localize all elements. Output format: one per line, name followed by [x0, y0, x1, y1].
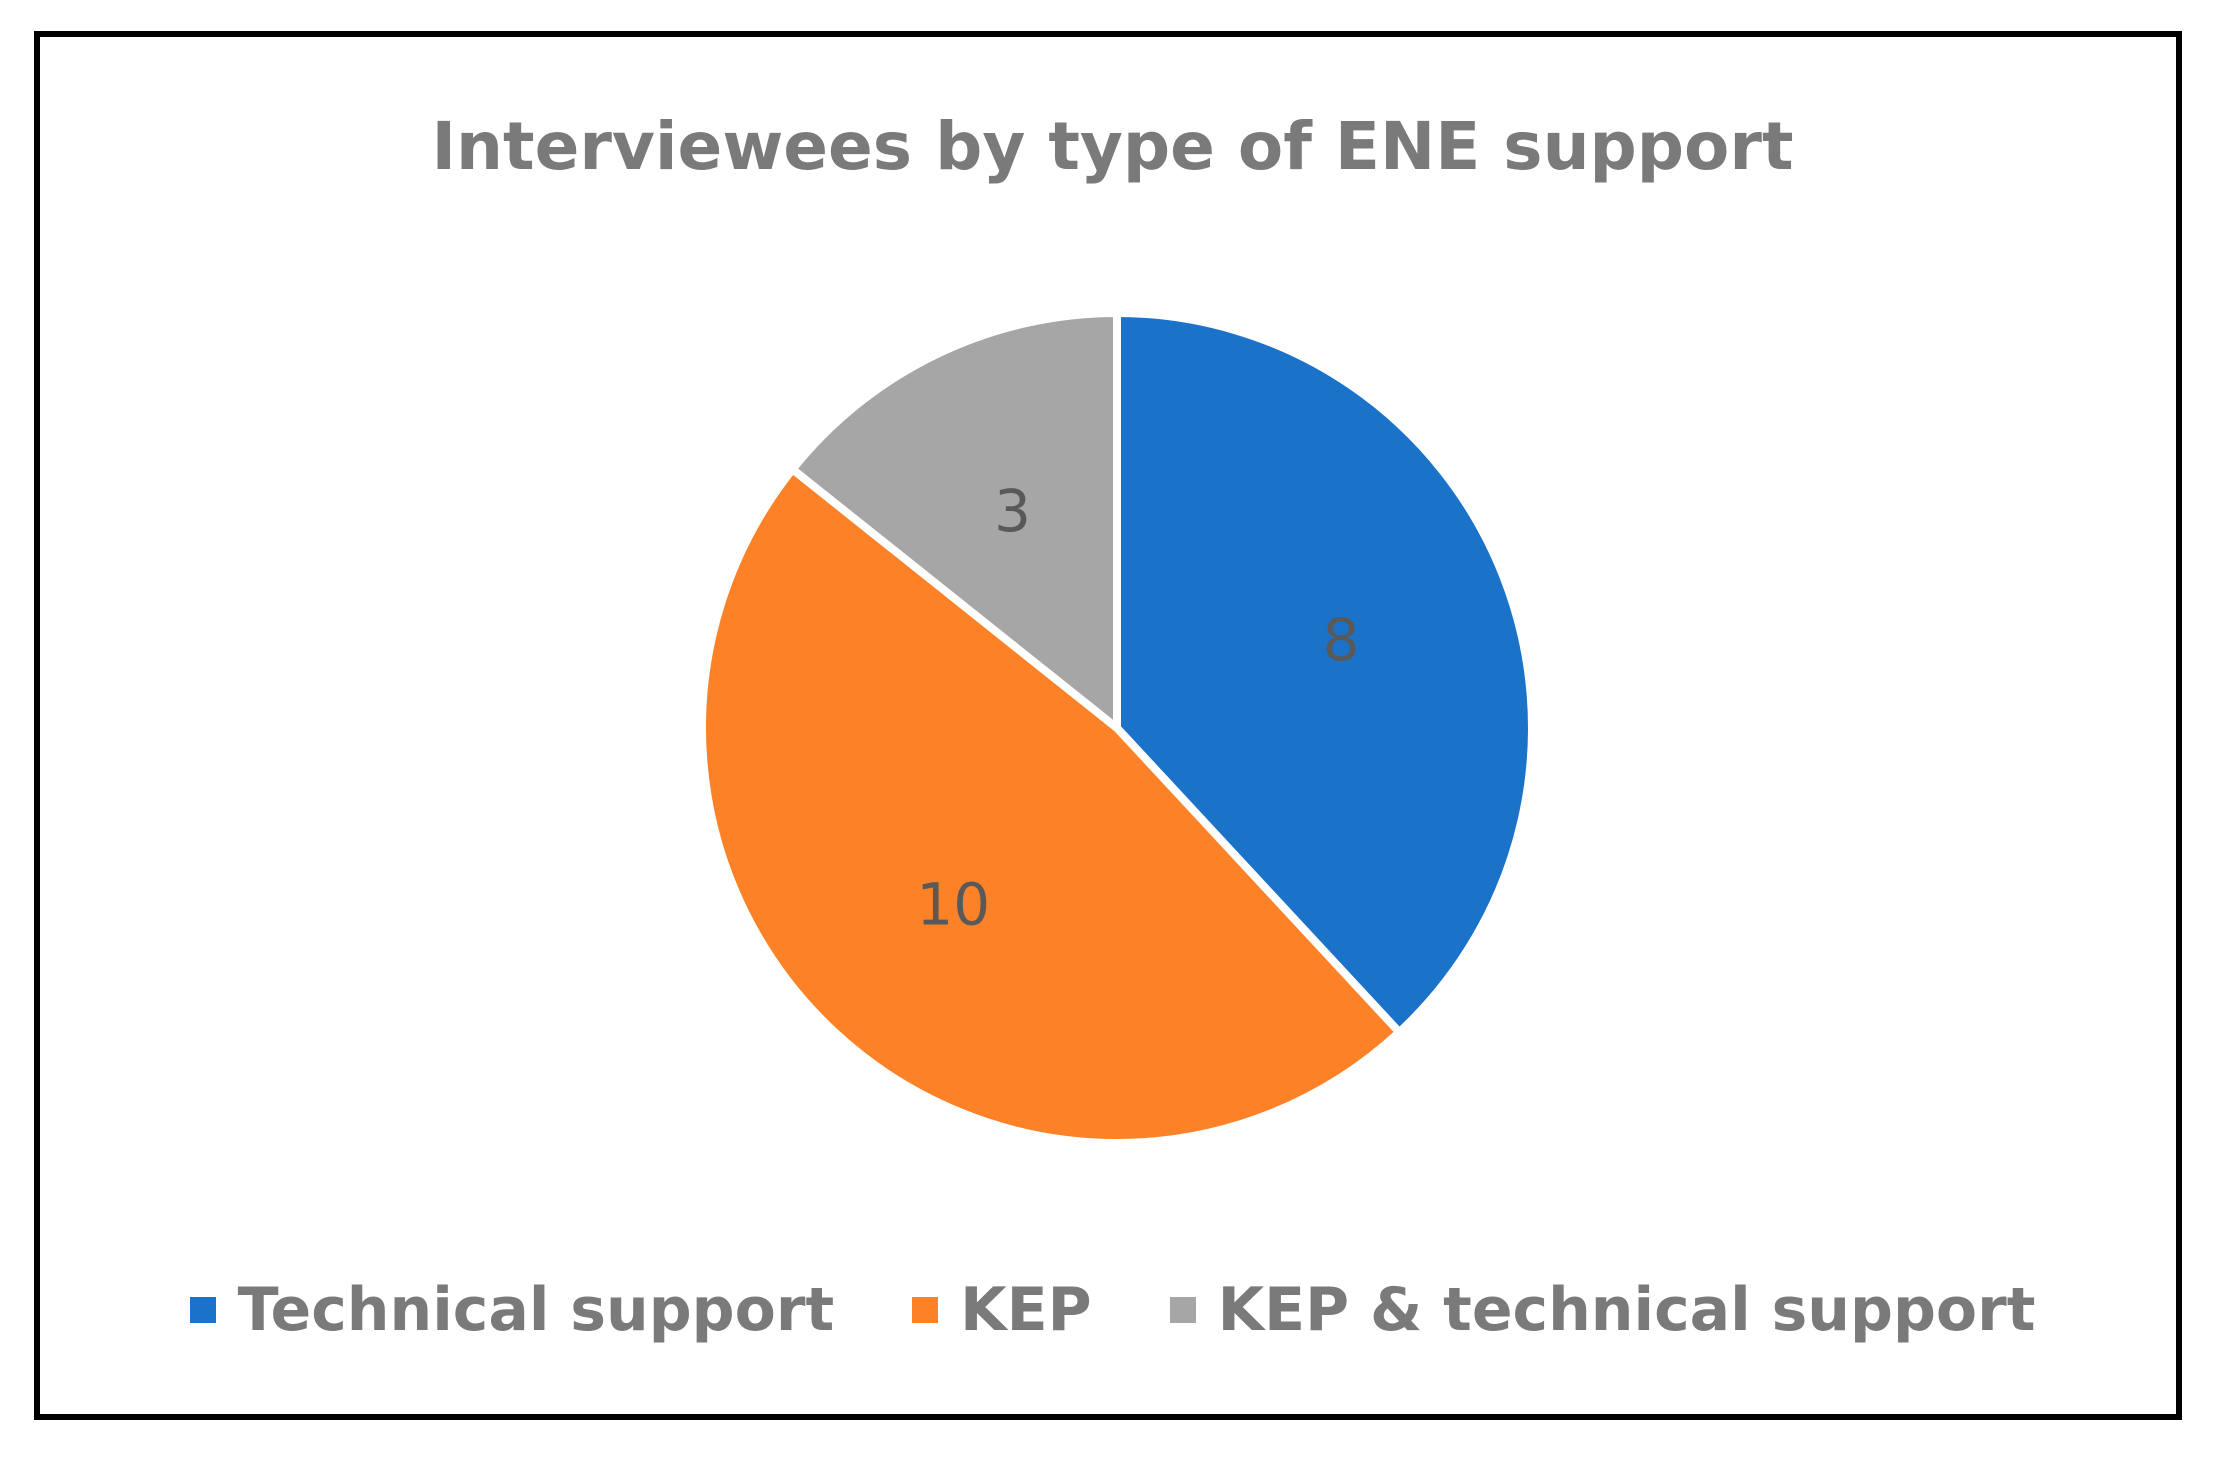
legend-label-kep: KEP [960, 1275, 1092, 1345]
pie-slice-kep-technical-support [788, 309, 1121, 732]
chart-legend: Technical support KEP KEP & technical su… [0, 1275, 2225, 1345]
data-label-kep-technical-support: 3 [994, 477, 1031, 545]
legend-item-kep: KEP [912, 1275, 1092, 1345]
data-label-kep: 10 [916, 870, 990, 938]
pie-slice-kep [698, 465, 1404, 1147]
legend-label-technical-support: Technical support [237, 1275, 835, 1345]
data-label-technical-support: 8 [1323, 606, 1360, 674]
legend-swatch-technical-support [189, 1297, 216, 1323]
legend-swatch-kep [912, 1297, 939, 1323]
chart-title: Interviewees by type of ENE support [431, 108, 1794, 185]
legend-item-kep-technical-support: KEP & technical support [1169, 1275, 2036, 1345]
legend-label-kep-technical-support: KEP & technical support [1217, 1275, 2036, 1345]
pie-slice-technical-support [1113, 309, 1536, 1037]
legend-item-technical-support: Technical support [189, 1275, 835, 1345]
legend-swatch-kep-technical-support [1169, 1297, 1196, 1323]
